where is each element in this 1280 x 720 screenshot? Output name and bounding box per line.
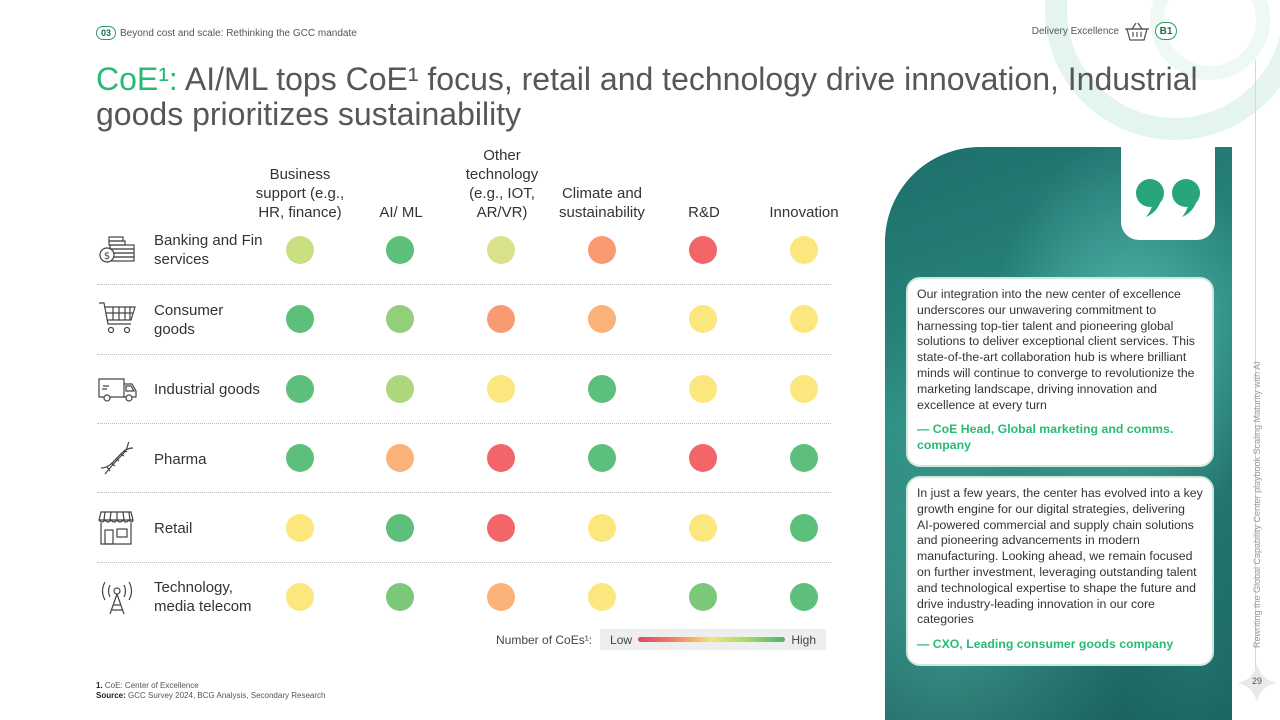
heatmap-dot xyxy=(689,583,717,611)
heatmap-dot xyxy=(588,583,616,611)
column-header-rnd: R&D xyxy=(688,204,720,221)
heatmap-dot xyxy=(790,444,818,472)
row-label-industrial-goods: Industrial goods xyxy=(154,380,260,398)
footnote-text: CoE: Center of Excellence xyxy=(104,681,199,690)
title-prefix: CoE¹: xyxy=(96,61,178,97)
row-separator xyxy=(97,562,831,563)
heatmap-dot xyxy=(386,375,414,403)
source-label: Source: xyxy=(96,691,126,700)
legend: Number of CoEs¹: Low High xyxy=(496,629,827,650)
basket-icon xyxy=(1125,22,1149,41)
heatmap-dot xyxy=(689,514,717,542)
page-number-star-icon xyxy=(1237,663,1277,703)
heatmap-dot xyxy=(588,514,616,542)
quote-card-1: Our integration into the new center of e… xyxy=(906,277,1214,467)
heatmap-dot xyxy=(689,375,717,403)
row-label-technology: Technology, media telecom xyxy=(154,579,252,615)
row-label-banking: Banking and Fin services xyxy=(154,232,263,268)
row-label-retail: Retail xyxy=(154,519,193,537)
antenna-tower-icon xyxy=(101,581,133,615)
heatmap-dot xyxy=(386,444,414,472)
column-header-other-technology: Other technology (e.g., IOT, AR/VR) xyxy=(465,147,539,221)
delivery-truck-icon xyxy=(98,378,137,402)
svg-text:$: $ xyxy=(104,251,110,262)
heatmap-dot xyxy=(286,583,314,611)
quote-text-2: In just a few years, the center has evol… xyxy=(917,486,1203,627)
heatmap-dot xyxy=(487,305,515,333)
heatmap-dot xyxy=(386,514,414,542)
heatmap-dot xyxy=(286,236,314,264)
heatmap-dot xyxy=(588,444,616,472)
row-separator xyxy=(97,492,831,493)
heatmap-dot xyxy=(386,236,414,264)
heatmap-dot xyxy=(487,375,515,403)
heatmap-dot xyxy=(286,514,314,542)
bank-money-icon: $ xyxy=(99,236,135,263)
legend-scale: Low High xyxy=(600,629,827,650)
column-header-ai-ml: AI/ ML xyxy=(379,204,423,221)
heatmap-dot xyxy=(286,305,314,333)
row-separator xyxy=(97,423,831,424)
heatmap-dot xyxy=(588,375,616,403)
column-header-climate: Climate and sustainability xyxy=(559,185,645,221)
vertical-document-title: Rewriting the Global Capability Center p… xyxy=(1252,361,1262,648)
section-title: Beyond cost and scale: Rethinking the GC… xyxy=(120,27,357,39)
legend-low-label: Low xyxy=(610,632,633,647)
chapter-label: Delivery Excellence xyxy=(1031,25,1119,37)
side-divider xyxy=(1255,60,1256,670)
quote-card-2: In just a few years, the center has evol… xyxy=(906,476,1214,666)
legend-gradient-bar xyxy=(638,637,786,642)
column-header-business-support: Business support (e.g., HR, finance) xyxy=(255,166,345,221)
storefront-icon xyxy=(98,511,134,545)
heatmap-dot xyxy=(487,583,515,611)
heatmap-dot xyxy=(790,375,818,403)
row-label-consumer-goods: Consumer goods xyxy=(154,302,224,338)
page-title: CoE¹: AI/ML tops CoE¹ focus, retail and … xyxy=(96,62,1226,132)
row-separator xyxy=(97,284,831,285)
shopping-cart-icon xyxy=(99,302,136,334)
heatmap-dot xyxy=(790,236,818,264)
source-text: GCC Survey 2024, BCG Analysis, Secondary… xyxy=(128,691,326,700)
heatmap-dot xyxy=(790,583,818,611)
column-header-innovation: Innovation xyxy=(769,204,839,221)
row-label-pharma: Pharma xyxy=(154,450,207,468)
heatmap-dot xyxy=(790,514,818,542)
heatmap-dot xyxy=(790,305,818,333)
dna-icon xyxy=(100,441,134,475)
heatmap-dot xyxy=(487,444,515,472)
heatmap-dot xyxy=(386,583,414,611)
legend-high-label: High xyxy=(791,632,817,647)
chapter-badge: B1 xyxy=(1155,22,1177,40)
heatmap-dot xyxy=(487,236,515,264)
heatmap-dot xyxy=(689,305,717,333)
quote-text-1: Our integration into the new center of e… xyxy=(917,287,1195,412)
heatmap-dot xyxy=(386,305,414,333)
heatmap-dot xyxy=(689,236,717,264)
heatmap-dot xyxy=(588,236,616,264)
quote-tab xyxy=(1121,147,1215,240)
page-number: 29 xyxy=(1251,676,1262,686)
legend-label: Number of CoEs¹: xyxy=(496,632,593,647)
section-number-badge: 03 xyxy=(96,26,117,40)
heatmap-dot xyxy=(588,305,616,333)
quote-attribution-1: — CoE Head, Global marketing and comms. … xyxy=(917,422,1174,453)
title-text: AI/ML tops CoE¹ focus, retail and techno… xyxy=(96,61,1198,132)
heatmap-dot xyxy=(286,444,314,472)
quote-attribution-2: — CXO, Leading consumer goods company xyxy=(917,637,1174,652)
quote-marks-icon xyxy=(1136,179,1200,217)
heatmap-dot xyxy=(286,375,314,403)
breadcrumb: 03 Beyond cost and scale: Rethinking the… xyxy=(96,26,357,40)
footnote-number: 1. xyxy=(96,681,103,690)
footnote: 1. CoE: Center of Excellence Source: GCC… xyxy=(96,681,325,701)
heatmap-dot xyxy=(487,514,515,542)
chapter-indicator: Delivery Excellence B1 xyxy=(1032,20,1177,42)
heatmap-dot xyxy=(689,444,717,472)
row-separator xyxy=(97,354,831,355)
